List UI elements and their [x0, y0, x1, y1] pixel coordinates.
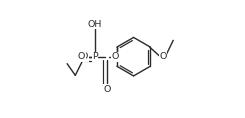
- Text: O: O: [103, 85, 110, 94]
- Text: O: O: [78, 52, 85, 61]
- Text: P: P: [92, 52, 98, 61]
- Text: O: O: [81, 52, 88, 61]
- Text: O: O: [111, 52, 119, 61]
- Text: OH: OH: [88, 19, 102, 29]
- Text: O: O: [159, 52, 166, 61]
